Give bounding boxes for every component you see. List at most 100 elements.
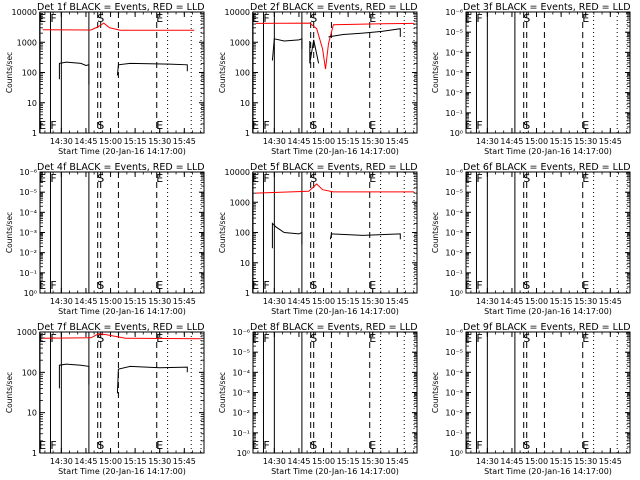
y-tick-label: 10⁰: [450, 449, 463, 458]
marker-label-top: E: [369, 172, 376, 185]
x-tick-label: 15:30: [148, 457, 171, 466]
marker-label-top: F: [476, 332, 482, 345]
x-tick-label: 15:00: [99, 297, 122, 306]
y-tick-label: 10⁻²: [445, 249, 463, 258]
x-tick-label: 14:45: [500, 457, 523, 466]
marker-label-top: S: [523, 172, 530, 185]
plot-frame: [39, 171, 205, 294]
marker-label-bottom: E: [39, 119, 46, 132]
marker-label-bottom: S: [523, 119, 530, 132]
x-tick-label: 15:00: [312, 297, 335, 306]
marker-label-bottom: S: [310, 279, 317, 292]
x-tick-label: 15:30: [574, 137, 597, 146]
panel-title: Det 8f BLACK = Events, RED = LLD: [250, 322, 418, 333]
marker-label-bottom: S: [523, 439, 530, 452]
y-tick-label: 1000: [17, 38, 37, 47]
y-axis-label: Counts/sec: [431, 212, 440, 253]
y-tick-label: 100: [235, 69, 250, 78]
y-tick-label: 10⁰: [450, 129, 463, 138]
panel-7: Det 7f BLACK = Events, RED = LLD 1 10 100 10…: [5, 322, 205, 476]
x-tick-label: 15:00: [525, 137, 548, 146]
marker-label-top: F: [50, 172, 56, 185]
y-tick-label: 10⁻⁴: [445, 48, 463, 57]
marker-label-top: E: [465, 12, 472, 25]
x-tick-label: 14:45: [500, 137, 523, 146]
marker-label-top: E: [252, 172, 259, 185]
y-tick-label: 10000: [225, 168, 250, 177]
marker-label-bottom: E: [156, 439, 163, 452]
y-tick-label: 1: [245, 289, 250, 298]
marker-label-top: S: [523, 12, 530, 25]
x-tick-label: 15:00: [312, 457, 335, 466]
y-tick-label: 10⁻³: [19, 229, 37, 238]
x-tick-label: 15:45: [173, 457, 196, 466]
marker-label-top: S: [97, 12, 104, 25]
x-axis-label: Start Time (20-Jan-16 14:17:00): [484, 467, 612, 476]
y-tick-label: 10⁻⁵: [232, 348, 250, 357]
y-tick-label: 10⁻¹: [232, 429, 250, 438]
y-tick-label: 10⁻³: [445, 229, 463, 238]
y-tick-label: 10⁻⁶: [19, 168, 37, 177]
series-lld-line: [42, 22, 195, 31]
marker-label-bottom: E: [39, 279, 46, 292]
x-tick-label: 15:15: [550, 297, 573, 306]
marker-label-top: F: [476, 12, 482, 25]
y-tick-label: 10⁻⁴: [19, 208, 37, 217]
marker-label-bottom: S: [523, 279, 530, 292]
marker-label-bottom: E: [39, 439, 46, 452]
marker-label-bottom: S: [97, 279, 104, 292]
marker-label-bottom: E: [369, 119, 376, 132]
y-tick-label: 10⁻¹: [445, 269, 463, 278]
x-tick-label: 14:30: [50, 137, 73, 146]
y-tick-label: 10⁻⁵: [445, 348, 463, 357]
y-tick-label: 10⁻²: [445, 89, 463, 98]
x-tick-label: 15:30: [361, 457, 384, 466]
x-tick-label: 15:45: [599, 137, 622, 146]
y-tick-label: 10⁻⁵: [445, 28, 463, 37]
y-tick-label: 1: [32, 129, 37, 138]
marker-label-bottom: F: [476, 439, 482, 452]
marker-label-bottom: E: [465, 119, 472, 132]
x-tick-label: 14:45: [287, 137, 310, 146]
marker-label-bottom: E: [156, 279, 163, 292]
plot-frame: [39, 331, 205, 454]
y-axis-label: Counts/sec: [218, 52, 227, 93]
x-tick-label: 14:45: [287, 297, 310, 306]
marker-label-top: S: [310, 172, 317, 185]
x-tick-label: 14:45: [74, 457, 97, 466]
panel-title: Det 7f BLACK = Events, RED = LLD: [37, 322, 205, 333]
marker-label-bottom: F: [263, 119, 269, 132]
x-tick-label: 15:45: [599, 457, 622, 466]
panel-4: Det 4f BLACK = Events, RED = LLD 10⁰ 10⁻¹ 1…: [5, 162, 205, 316]
marker-label-bottom: F: [50, 279, 56, 292]
marker-label-bottom: S: [97, 119, 104, 132]
x-tick-label: 15:00: [99, 137, 122, 146]
marker-label-top: E: [39, 332, 46, 345]
x-tick-label: 14:30: [50, 457, 73, 466]
x-tick-label: 15:45: [173, 297, 196, 306]
x-axis-label: Start Time (20-Jan-16 14:17:00): [271, 307, 399, 316]
y-tick-label: 10⁻⁶: [445, 328, 463, 337]
x-tick-label: 15:30: [361, 297, 384, 306]
y-tick-label: 10⁻³: [445, 69, 463, 78]
x-tick-label: 15:15: [550, 137, 573, 146]
y-tick-label: 10⁻⁵: [445, 188, 463, 197]
y-tick-label: 10⁻³: [445, 389, 463, 398]
marker-label-top: S: [523, 332, 530, 345]
y-tick-label: 10⁻⁶: [445, 8, 463, 17]
y-tick-label: 10⁻⁵: [19, 188, 37, 197]
series-events-line: [116, 365, 188, 394]
y-tick-label: 1: [32, 449, 37, 458]
marker-label-top: E: [465, 332, 472, 345]
y-tick-label: 10⁻⁶: [445, 168, 463, 177]
x-tick-label: 15:30: [574, 457, 597, 466]
x-tick-label: 14:45: [287, 457, 310, 466]
x-tick-label: 15:45: [599, 297, 622, 306]
marker-label-bottom: E: [465, 279, 472, 292]
y-axis-label: Counts/sec: [218, 212, 227, 253]
x-tick-label: 14:30: [476, 137, 499, 146]
y-tick-label: 1000: [230, 38, 250, 47]
marker-label-bottom: E: [582, 439, 589, 452]
panel-3: Det 3f BLACK = Events, RED = LLD 10⁰ 10⁻¹ 1…: [431, 2, 631, 156]
